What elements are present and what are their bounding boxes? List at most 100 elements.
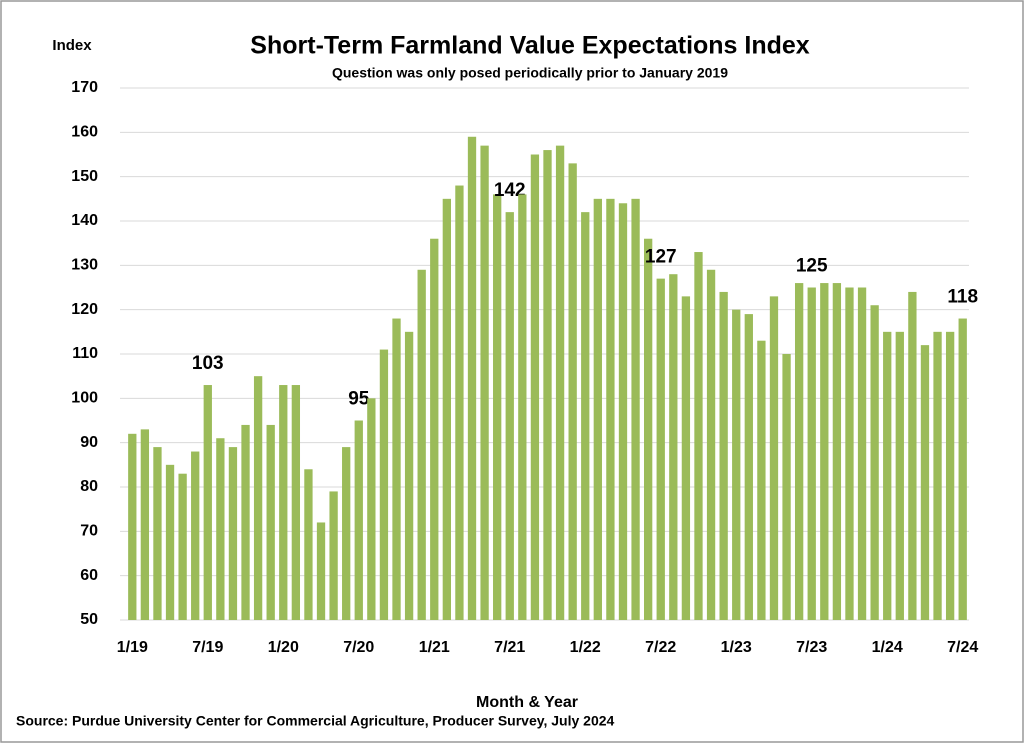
x-tick-label: 7/19 [192, 639, 223, 656]
y-tick-label: 170 [71, 79, 98, 96]
bar [794, 283, 804, 620]
bar [832, 283, 842, 620]
x-tick-label: 1/22 [570, 639, 601, 656]
bar [191, 451, 200, 620]
bar [505, 212, 514, 620]
x-tick-label: 7/20 [343, 639, 374, 656]
bar [266, 424, 275, 620]
bar [543, 150, 552, 621]
bar [945, 331, 955, 620]
y-tick-label: 60 [80, 567, 98, 584]
bar [681, 296, 691, 620]
bar [279, 385, 288, 620]
data-label: 95 [348, 389, 370, 410]
y-tick-label: 140 [71, 212, 98, 229]
x-tick-label: 7/21 [494, 639, 525, 656]
bar [455, 185, 464, 621]
y-tick-label: 160 [71, 124, 98, 141]
bar [593, 198, 602, 621]
y-tick-label: 50 [80, 611, 98, 628]
bar [744, 314, 753, 620]
x-tick-label: 7/23 [796, 639, 827, 656]
x-tick-label: 1/21 [419, 639, 450, 656]
chart-subtitle: Question was only posed periodically pri… [332, 65, 728, 81]
bar [883, 331, 892, 620]
bar [719, 291, 728, 620]
y-tick-label: 100 [71, 390, 98, 407]
bar [304, 469, 313, 620]
bar [493, 194, 502, 620]
bar [316, 522, 326, 620]
x-tick-label: 7/22 [645, 639, 676, 656]
data-label: 103 [192, 353, 224, 374]
bar [329, 491, 338, 620]
bar [958, 318, 967, 620]
bar [442, 198, 451, 621]
bar [253, 376, 263, 620]
y-tick-label: 110 [72, 345, 98, 362]
bar [467, 136, 477, 620]
bar [732, 309, 741, 620]
y-tick-label: 150 [71, 168, 98, 185]
bar [782, 354, 791, 620]
bar [140, 429, 150, 620]
bar [354, 420, 363, 620]
bar [568, 163, 577, 620]
bar [644, 238, 653, 620]
bar [820, 283, 829, 620]
bar [430, 238, 439, 620]
bar [216, 438, 225, 620]
bar [379, 349, 389, 620]
x-tick-label: 1/24 [872, 639, 903, 656]
bar [870, 305, 879, 620]
bar [669, 274, 678, 620]
data-label: 125 [796, 256, 828, 277]
y-axis-label: Index [52, 37, 92, 54]
bar [480, 145, 489, 620]
bar [920, 345, 930, 620]
x-tick-label: 1/23 [721, 639, 752, 656]
bar [530, 154, 540, 620]
bar [165, 464, 175, 620]
bar [581, 212, 590, 620]
bar [153, 447, 162, 620]
x-tick-label: 1/19 [117, 639, 148, 656]
y-tick-label: 120 [71, 301, 98, 318]
bar [367, 398, 376, 620]
bar [228, 447, 238, 620]
y-tick-label: 90 [80, 434, 98, 451]
bar [404, 331, 414, 620]
y-tick-label: 130 [71, 257, 98, 274]
bar [694, 252, 703, 621]
y-tick-label: 80 [80, 478, 98, 495]
bar [845, 287, 854, 620]
source-note: Source: Purdue University Center for Com… [16, 713, 615, 729]
bar [807, 287, 816, 620]
x-tick-label: 1/20 [268, 639, 299, 656]
bar [241, 424, 250, 620]
bar [128, 433, 137, 620]
bar [631, 198, 640, 621]
bar [618, 203, 628, 620]
bar [857, 287, 867, 620]
y-tick-label: 70 [80, 523, 98, 540]
bar [606, 198, 615, 621]
bar [203, 385, 212, 620]
bar [555, 145, 565, 620]
bar [178, 473, 187, 620]
bar [769, 296, 779, 620]
x-tick-label: 7/24 [947, 639, 978, 656]
chart-title: Short-Term Farmland Value Expectations I… [250, 32, 809, 60]
bar [291, 385, 301, 620]
bar [908, 291, 917, 620]
bar [757, 340, 766, 620]
bar [656, 278, 665, 620]
bar [933, 331, 942, 620]
bar [706, 269, 716, 620]
bar [895, 331, 904, 620]
x-axis-label: Month & Year [476, 694, 578, 711]
data-label: 142 [494, 180, 526, 201]
bar [392, 318, 401, 620]
bar [518, 194, 527, 620]
